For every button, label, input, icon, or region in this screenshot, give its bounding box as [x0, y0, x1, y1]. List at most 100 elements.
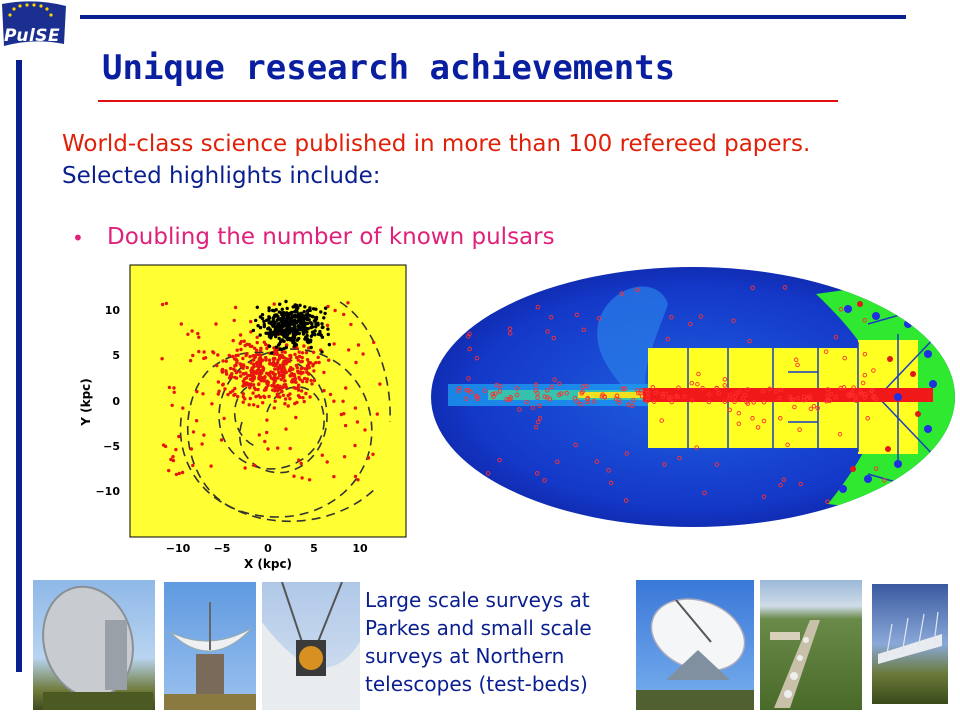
- sky-pulsar-circle: [825, 387, 831, 392]
- sky-pulsar-circle: [602, 395, 608, 400]
- pulsar-point: [215, 363, 219, 368]
- pulsar-point: [254, 394, 258, 399]
- sky-pulsar-circle: [591, 399, 597, 404]
- pulsar-point: [291, 367, 295, 371]
- pulsar-point: [354, 360, 358, 365]
- pulsar-point: [177, 471, 181, 476]
- pulsar-point: [171, 455, 175, 459]
- pulsar-point: [322, 316, 326, 320]
- sky-pulsar-circle: [727, 407, 732, 413]
- pulsar-point: [277, 336, 281, 341]
- sky-pulsar-circle: [464, 387, 470, 393]
- sky-pulsar-circle: [751, 400, 756, 405]
- pulsar-point: [255, 305, 259, 309]
- pulsar-point: [305, 377, 309, 381]
- sky-pulsar-circle: [722, 383, 727, 388]
- pulsar-point: [268, 374, 272, 378]
- pulsar-point: [288, 311, 292, 316]
- sky-pulsar-circle: [694, 445, 699, 450]
- pulsar-point: [262, 319, 266, 324]
- pulsar-point: [297, 331, 301, 336]
- sky-pulsar-circle: [545, 329, 550, 334]
- sky-pulsar-circle: [838, 307, 844, 312]
- pulsar-point: [258, 377, 262, 382]
- pulsar-point: [300, 366, 304, 370]
- pulsar-point: [224, 359, 228, 363]
- sky-pulsar-circle: [778, 387, 784, 393]
- pulsar-point: [297, 375, 301, 380]
- sky-pulsar-circle: [552, 377, 557, 382]
- pulsar-point: [248, 396, 252, 401]
- pulsar-point: [265, 430, 269, 435]
- pulsar-point: [300, 315, 304, 319]
- x-tick-label: −10: [166, 542, 191, 555]
- pulsar-point: [231, 354, 235, 359]
- sky-pulsar-circle: [490, 391, 496, 397]
- pulsar-point: [295, 338, 299, 342]
- pulsar-point: [305, 358, 310, 362]
- pulsar-point: [254, 371, 259, 375]
- pulsar-point: [233, 305, 238, 310]
- pulsar-point: [283, 397, 288, 401]
- pulsar-point: [244, 371, 248, 375]
- pulsar-point: [288, 446, 292, 451]
- pulsar-point: [346, 301, 350, 305]
- pulsar-point: [241, 372, 245, 376]
- sky-pulsar-circle: [689, 398, 695, 403]
- pulsar-point: [284, 324, 288, 328]
- sky-pulsar-circle: [507, 326, 513, 332]
- pulsar-point: [285, 306, 289, 311]
- pulsar-point: [265, 318, 269, 322]
- sky-pulsar-circle: [736, 421, 742, 426]
- pulsar-point: [294, 328, 298, 332]
- pulsar-point: [308, 361, 313, 365]
- pulsar-point: [316, 355, 320, 360]
- pulsar-point: [296, 312, 301, 316]
- pulsar-point: [283, 383, 288, 387]
- pulsar-point: [231, 338, 235, 343]
- title-underline: [98, 100, 838, 102]
- sky-pulsar-circle: [467, 331, 472, 337]
- pulsar-point: [261, 365, 265, 369]
- pulsar-point: [271, 356, 276, 361]
- pulsar-point: [265, 346, 269, 351]
- sky-pulsar-circle: [869, 388, 875, 393]
- sky-pulsar-circle: [801, 397, 806, 403]
- pulsar-point: [326, 304, 330, 309]
- pulsar-point: [305, 309, 310, 313]
- pulsar-point: [303, 305, 307, 309]
- sky-pulsar-circle: [862, 351, 868, 357]
- sky-pulsar-circle: [483, 484, 488, 489]
- pulsar-point: [267, 306, 271, 310]
- pulsar-point: [343, 423, 348, 428]
- sky-pulsar-circle: [795, 362, 800, 368]
- pulsar-point: [309, 345, 313, 350]
- pulsar-point: [371, 452, 375, 456]
- pulsar-point: [169, 457, 173, 462]
- pulsar-point: [327, 358, 331, 362]
- pulsar-point: [309, 378, 313, 383]
- pulsar-point: [274, 308, 278, 312]
- pulsar-point: [216, 353, 220, 357]
- pulsar-point: [214, 322, 218, 326]
- sky-pulsar-circle: [533, 388, 538, 393]
- pulsar-point: [276, 314, 280, 319]
- pulsar-point: [216, 392, 220, 396]
- telescope-photo-parkes: [164, 582, 256, 710]
- sky-pulsar-circle: [669, 315, 674, 320]
- pulsar-point: [295, 355, 299, 360]
- pulsar-point: [280, 350, 284, 354]
- pulsar-point: [249, 383, 253, 387]
- pulsar-point: [297, 458, 301, 462]
- pulsar-point: [314, 325, 318, 329]
- pulsar-point: [258, 395, 263, 399]
- pulsar-point: [211, 350, 215, 354]
- pulsar-point: [258, 369, 263, 373]
- pulsar-point: [272, 313, 277, 318]
- pulsar-point: [254, 318, 258, 323]
- y-tick-label: 10: [105, 304, 121, 317]
- pulse-logo: [0, 0, 68, 48]
- pulsar-point: [161, 443, 166, 447]
- pulsar-point: [249, 370, 254, 374]
- sky-pulsar-circle: [645, 395, 651, 401]
